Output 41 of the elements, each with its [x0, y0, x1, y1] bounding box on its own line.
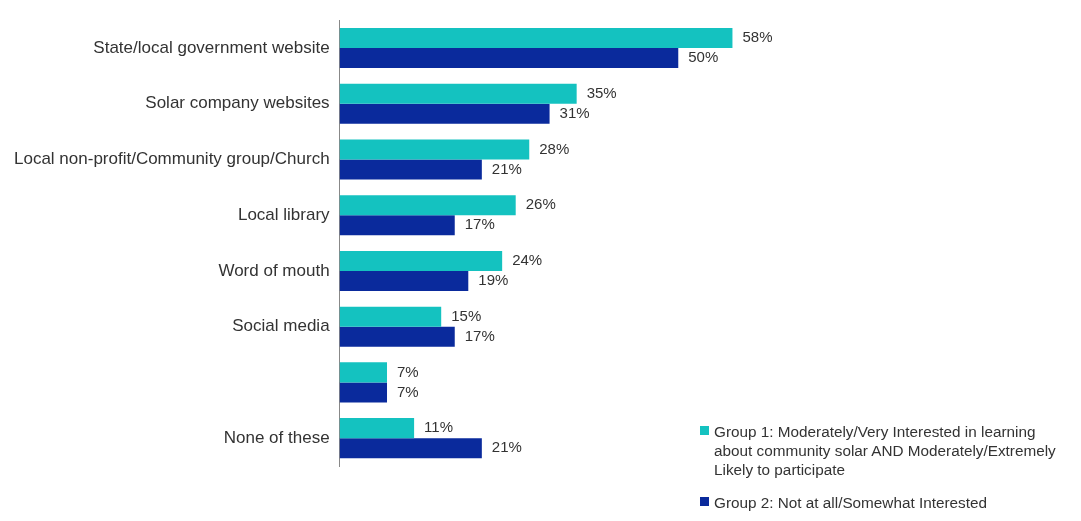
y-tick-label: Solar company websites — [145, 93, 330, 113]
bar — [339, 195, 516, 216]
data-label: 7% — [397, 382, 419, 400]
y-tick-label: Local library — [237, 204, 331, 224]
data-label: 15% — [451, 306, 482, 324]
legend-label: Group 2: Not at all/Somewhat Interested — [714, 493, 987, 512]
data-label: 7% — [397, 362, 419, 380]
bar — [339, 438, 482, 459]
data-label: 26% — [525, 195, 556, 213]
bar — [339, 270, 469, 292]
data-label: 50% — [688, 48, 719, 66]
data-label: 24% — [512, 251, 543, 269]
data-label: 21% — [491, 438, 522, 456]
data-label: 19% — [478, 271, 509, 289]
bar — [339, 250, 503, 271]
bar — [339, 382, 388, 403]
bar — [339, 83, 577, 104]
bar — [339, 48, 679, 69]
data-label: 35% — [586, 83, 617, 101]
bar — [339, 306, 442, 327]
bar — [339, 28, 733, 49]
data-label: 21% — [491, 159, 522, 177]
bar — [339, 326, 455, 347]
data-label: 58% — [742, 28, 773, 46]
bar — [339, 103, 550, 124]
bar — [339, 215, 455, 236]
bar — [339, 139, 530, 160]
y-tick-label: Social media — [232, 316, 331, 336]
legend-label: Group 1: Moderately/Very Interested in learning about community solar AND Moderately/Extremely Likely to participate — [714, 422, 1057, 479]
bar — [339, 159, 482, 180]
y-tick-label: Word of mouth — [218, 260, 330, 280]
data-label: 17% — [464, 215, 495, 233]
data-label: 17% — [464, 326, 495, 344]
y-tick-label: None of these — [223, 427, 330, 447]
data-label: 11% — [424, 418, 454, 436]
data-label: 28% — [539, 139, 570, 157]
y-tick-label: Local non-profit/Community group/Church — [13, 149, 330, 169]
y-tick-label: State/local government website — [93, 37, 330, 57]
data-label: 31% — [559, 103, 590, 121]
bar — [339, 418, 415, 439]
bar — [339, 362, 388, 383]
